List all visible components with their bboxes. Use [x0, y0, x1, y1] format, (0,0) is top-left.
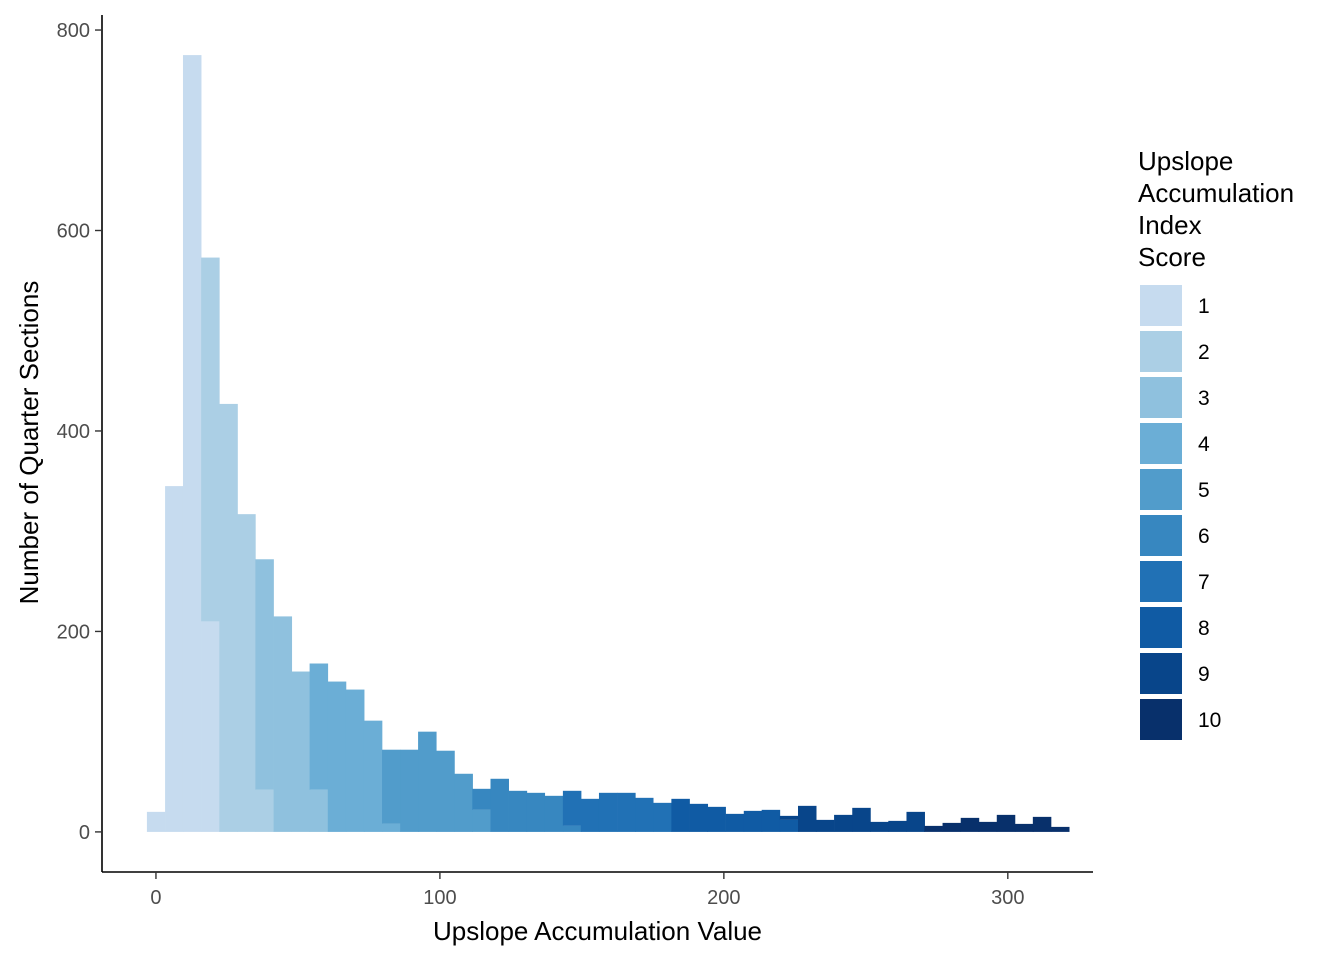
histogram-bar-30-score-8 — [689, 803, 709, 832]
histogram-bar-41-score-9 — [888, 820, 907, 832]
histogram-bar-32-score-8 — [725, 813, 745, 832]
histogram-bar-18-score-6 — [472, 788, 491, 810]
histogram-bar-7-score-3 — [273, 616, 293, 832]
histogram-bar-39-score-9 — [852, 807, 871, 832]
legend-label-3: 3 — [1198, 387, 1210, 410]
histogram-bar-27-score-7 — [635, 797, 654, 832]
histogram-bar-15-score-5 — [418, 731, 437, 832]
histogram-bar-33-score-8 — [743, 810, 763, 832]
histogram-bar-11-score-4 — [345, 689, 365, 832]
histogram-bar-31-score-8 — [707, 806, 726, 832]
histogram-bar-20-score-6 — [508, 790, 528, 832]
x-tick-label: 300 — [991, 887, 1024, 909]
y-tick-label: 800 — [57, 20, 90, 42]
x-tick-label: 200 — [707, 887, 740, 909]
histogram-bar-37-score-9 — [815, 819, 835, 832]
legend-swatch-8 — [1140, 607, 1182, 648]
histogram-bar-43-score-10 — [924, 825, 943, 832]
histogram-bar-1-score-1 — [165, 486, 184, 832]
histogram-bar-10-score-4 — [327, 681, 347, 832]
legend-title-line: Index — [1138, 210, 1202, 240]
histogram-bar-50-score-10 — [1051, 826, 1070, 832]
histogram-bar-0-score-1 — [146, 811, 166, 832]
legend-swatch-3 — [1140, 377, 1182, 418]
histogram-bar-3-score-2 — [201, 257, 220, 622]
histogram-bar-21-score-6 — [526, 792, 546, 832]
histogram-bar-9-score-3 — [309, 789, 329, 832]
x-tick-label: 100 — [423, 887, 456, 909]
legend-swatch-1 — [1140, 285, 1182, 326]
legend-title-line: Score — [1138, 242, 1206, 272]
legend-label-6: 6 — [1198, 525, 1210, 548]
legend-label-4: 4 — [1198, 433, 1210, 456]
histogram-bar-14-score-5 — [400, 749, 419, 832]
y-axis-ticks: 0 200 400 600 800 — [57, 20, 102, 844]
legend-label-8: 8 — [1198, 617, 1210, 640]
histogram-bar-22-score-6 — [544, 795, 564, 832]
histogram-bar-35-score-9 — [779, 815, 799, 820]
y-tick-label: 200 — [57, 621, 90, 643]
histogram-bar-38-score-9 — [834, 814, 853, 832]
legend-swatch-4 — [1140, 423, 1182, 464]
histogram-bar-17-score-5 — [454, 773, 473, 832]
legend-label-2: 2 — [1198, 341, 1210, 364]
histogram-bar-12-score-4 — [363, 720, 383, 832]
histogram-bar-18-score-5 — [472, 809, 491, 832]
histogram-bar-26-score-7 — [617, 792, 636, 832]
y-axis-title: Number of Quarter Sections — [14, 281, 44, 605]
histogram-bar-3-score-1 — [201, 621, 220, 832]
legend-swatch-10 — [1140, 699, 1182, 740]
histogram-bar-25-score-7 — [598, 792, 618, 832]
histogram-bar-13-score-5 — [382, 749, 401, 824]
bars-layer — [146, 55, 1070, 832]
histogram-bar-49-score-10 — [1032, 816, 1052, 832]
histogram-bar-9-score-4 — [309, 663, 329, 790]
histogram-bar-6-score-2 — [255, 789, 274, 832]
histogram-bar-13-score-4 — [382, 823, 401, 832]
legend-swatch-2 — [1140, 331, 1182, 372]
legend-title-line: Accumulation — [1138, 178, 1294, 208]
x-tick-label: 0 — [150, 887, 161, 909]
legend-label-5: 5 — [1198, 479, 1210, 502]
histogram-bar-4-score-2 — [219, 403, 238, 832]
histogram-bar-23-score-6 — [562, 825, 582, 832]
legend-swatch-5 — [1140, 469, 1182, 510]
histogram-bar-6-score-3 — [255, 559, 274, 790]
histogram-bar-44-score-10 — [942, 822, 962, 832]
histogram-bar-24-score-7 — [580, 798, 600, 832]
histogram-bar-34-score-8 — [761, 809, 781, 832]
histogram-bar-40-score-9 — [870, 821, 889, 832]
histogram-bar-47-score-10 — [996, 814, 1016, 832]
legend-swatch-9 — [1140, 653, 1182, 694]
legend-label-9: 9 — [1198, 663, 1210, 686]
histogram-bar-16-score-5 — [436, 750, 455, 832]
y-tick-label: 400 — [57, 421, 90, 443]
y-tick-label: 600 — [57, 221, 90, 243]
legend-swatch-6 — [1140, 515, 1182, 556]
legend-label-1: 1 — [1198, 295, 1210, 318]
histogram-bar-5-score-2 — [237, 514, 256, 832]
histogram-bar-35-score-8 — [779, 819, 799, 832]
histogram-bar-28-score-7 — [653, 802, 672, 832]
histogram-bar-29-score-8 — [671, 798, 690, 832]
x-axis-title: Upslope Accumulation Value — [433, 916, 762, 946]
histogram-bar-2-score-1 — [182, 55, 202, 832]
histogram-bar-45-score-10 — [960, 817, 980, 832]
histogram-bar-19-score-6 — [490, 778, 509, 832]
histogram-bar-48-score-10 — [1014, 823, 1034, 832]
legend-title-line: Upslope — [1138, 146, 1233, 176]
histogram-bar-46-score-10 — [978, 821, 998, 832]
histogram-bar-36-score-9 — [798, 805, 817, 832]
histogram-bar-23-score-7 — [562, 790, 582, 826]
legend-label-10: 10 — [1198, 709, 1221, 732]
legend-swatch-7 — [1140, 561, 1182, 602]
histogram-bar-42-score-9 — [906, 811, 925, 832]
histogram-bar-8-score-3 — [291, 671, 311, 832]
y-tick-label: 0 — [79, 822, 90, 844]
x-axis-ticks: 0 100 200 300 — [150, 872, 1025, 909]
legend-label-7: 7 — [1198, 571, 1210, 594]
